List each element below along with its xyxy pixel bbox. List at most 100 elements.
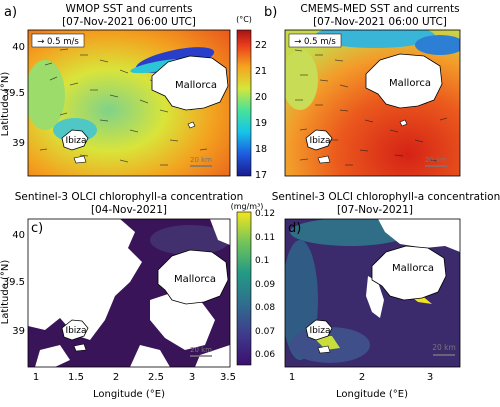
lon-tick-c-2: 2 xyxy=(113,372,119,383)
sst-tick-17: 17 xyxy=(255,170,267,181)
panel-a-frame xyxy=(27,29,231,177)
panel-d-xlabel: Longitude (°E) xyxy=(336,389,408,400)
panel-b-cabrera-island xyxy=(399,119,408,127)
panel-b-cool-west xyxy=(285,50,318,110)
chl-colorbar-gradient xyxy=(236,211,252,366)
panel-a-ibiza-island xyxy=(61,129,89,151)
panel-d-cloud-cover xyxy=(366,219,460,318)
panel-d-mallorca-island xyxy=(371,245,447,301)
lat-tick-a-39: 39 xyxy=(12,138,25,149)
panel-a-scale-label: → 0.5 m/s xyxy=(37,37,79,47)
panel-b-sst-field xyxy=(285,30,460,176)
lat-tick-a-39-5: 39.5 xyxy=(3,88,25,99)
panel-b: b) CMEMS-MED SST and currents [07-Nov-20… xyxy=(264,3,461,177)
panel-b-distance-label: 20 km xyxy=(425,156,447,164)
panel-b-current-arrows xyxy=(294,49,448,166)
panel-d-formentera-island xyxy=(317,345,331,354)
lat-tick-a-40: 40 xyxy=(12,42,25,53)
lat-tick-c-39-5: 39.5 xyxy=(3,277,25,288)
sst-tick-20: 20 xyxy=(255,92,267,103)
lon-tick-c-3-5: 3.5 xyxy=(220,372,236,383)
chl-colorbar: (mg/m³) 0.12 0.11 0.1 0.09 0.08 0.07 0.0… xyxy=(231,202,275,366)
panel-a-cool-west xyxy=(28,60,65,130)
panel-b-ibiza-label: Ibiza xyxy=(309,136,330,146)
chl-tick-0-1: 0.1 xyxy=(255,256,269,266)
panel-d: Sentinel-3 OLCI chlorophyll-a concentrat… xyxy=(272,191,500,400)
panel-b-scale-box xyxy=(288,33,342,48)
panel-b-title-line1: CMEMS-MED SST and currents xyxy=(300,3,459,15)
sst-tick-21: 21 xyxy=(255,66,267,77)
panel-a-scale-box xyxy=(31,33,85,48)
lon-tick-d-3: 3 xyxy=(427,372,433,383)
chl-tick-0-07: 0.07 xyxy=(255,327,275,337)
lon-tick-d-1: 1 xyxy=(289,372,295,383)
sst-tick-19: 19 xyxy=(255,118,267,129)
panel-a: a) WMOP SST and currents [07-Nov-2021 06… xyxy=(0,3,231,177)
panel-c-cloud-cover xyxy=(28,219,230,367)
lon-tick-d-2: 2 xyxy=(359,372,365,383)
panel-d-title-line1: Sentinel-3 OLCI chlorophyll-a concentrat… xyxy=(272,191,500,203)
panel-c-mallorca-label: Mallorca xyxy=(174,274,216,285)
panel-a-title-line1: WMOP SST and currents xyxy=(66,3,193,15)
panel-a-cabrera-island xyxy=(187,121,196,129)
lat-tick-c-40: 40 xyxy=(12,230,25,241)
panel-a-distance-label: 20 km xyxy=(190,156,212,164)
panel-c-mallorca-island xyxy=(157,249,229,305)
chl-tick-0-08: 0.08 xyxy=(255,303,275,313)
panel-b-mallorca-island xyxy=(365,53,443,109)
panel-b-cold-northeast xyxy=(415,35,460,55)
panel-d-ibiza-island xyxy=(305,319,333,341)
panel-d-mallorca-label: Mallorca xyxy=(392,263,434,274)
panel-a-mallorca-label: Mallorca xyxy=(175,80,217,91)
panel-d-letter: d) xyxy=(288,221,301,236)
panel-c-title-line2: [04-Nov-2021] xyxy=(91,204,167,216)
panel-c-chl-mid-1 xyxy=(150,225,230,255)
sst-tick-18: 18 xyxy=(255,144,267,155)
panel-d-ibiza-bloom xyxy=(312,336,340,350)
sst-colorbar-gradient xyxy=(236,29,252,177)
sst-colorbar-unit: (°C) xyxy=(236,15,252,24)
chl-tick-0-09: 0.09 xyxy=(255,280,275,290)
panel-a-mallorca-island xyxy=(151,55,229,111)
chl-colorbar-unit: (mg/m³) xyxy=(231,202,264,211)
panel-b-title-line2: [07-Nov-2021 06:00 UTC] xyxy=(313,16,447,28)
sst-colorbar: (°C) 22 21 20 19 18 17 xyxy=(236,15,267,181)
panel-c-formentera-island xyxy=(73,343,87,352)
panel-b-mallorca-label: Mallorca xyxy=(389,78,431,89)
chl-tick-0-12: 0.12 xyxy=(255,209,275,219)
panel-b-cold-north xyxy=(315,30,435,48)
panel-c-frame xyxy=(27,218,231,368)
panel-c-ibiza-label: Ibiza xyxy=(65,326,86,336)
lon-tick-c-2-5: 2.5 xyxy=(148,372,164,383)
chl-tick-0-06: 0.06 xyxy=(255,350,275,360)
panel-d-title-line2: [07-Nov-2021] xyxy=(337,204,413,216)
panel-d-chl-north xyxy=(290,219,410,246)
panel-a-ylabel: Latitude (°N) xyxy=(0,72,11,137)
panel-b-ibiza-island xyxy=(305,129,333,151)
chl-tick-0-11: 0.11 xyxy=(255,233,275,243)
panel-c-ibiza-island xyxy=(61,319,89,341)
panel-a-ibiza-label: Ibiza xyxy=(65,136,86,146)
panel-d-frame xyxy=(284,218,461,368)
panel-b-formentera-island xyxy=(317,155,331,164)
panel-c: Sentinel-3 OLCI chlorophyll-a concentrat… xyxy=(0,191,243,400)
panel-c-xlabel: Longitude (°E) xyxy=(93,389,165,400)
panel-c-title-line1: Sentinel-3 OLCI chlorophyll-a concentrat… xyxy=(15,191,243,203)
sst-tick-22: 22 xyxy=(255,40,267,51)
panel-a-formentera-island xyxy=(73,155,87,164)
panel-b-frame xyxy=(284,29,461,177)
panel-b-scale-label: → 0.5 m/s xyxy=(294,37,336,47)
panel-a-letter: a) xyxy=(4,5,17,20)
lon-tick-c-1-5: 1.5 xyxy=(68,372,84,383)
panel-b-letter: b) xyxy=(264,5,277,20)
panel-a-title-line2: [07-Nov-2021 06:00 UTC] xyxy=(62,16,196,28)
panel-c-letter: c) xyxy=(31,221,43,236)
lon-tick-c-1: 1 xyxy=(33,372,39,383)
panel-d-distance-label: 20 km xyxy=(432,343,456,352)
panel-c-distance-label: 20 km xyxy=(190,346,212,354)
panel-c-ylabel: Latitude (°N) xyxy=(0,260,11,325)
panel-d-ibiza-label: Ibiza xyxy=(309,326,330,336)
lon-tick-c-3: 3 xyxy=(189,372,195,383)
lat-tick-c-39: 39 xyxy=(12,326,25,337)
